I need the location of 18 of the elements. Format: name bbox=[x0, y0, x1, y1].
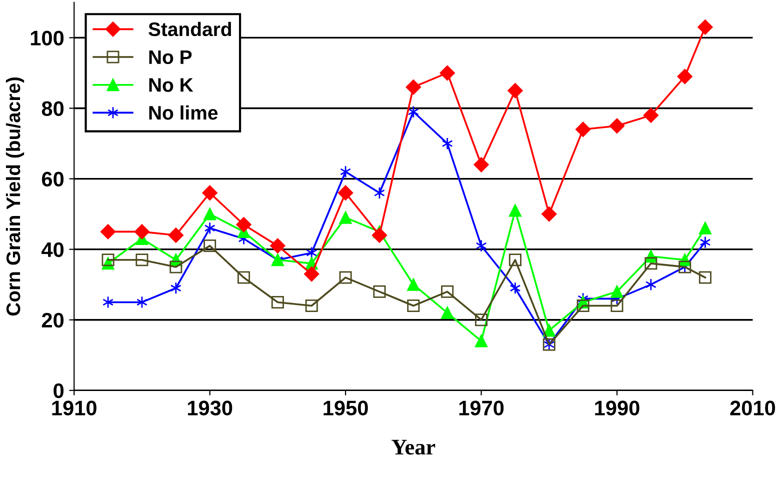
y-tick-label: 100 bbox=[30, 30, 64, 46]
legend-label: No lime bbox=[149, 105, 218, 120]
y-tick-label: 80 bbox=[42, 101, 64, 116]
y-tick-label: 60 bbox=[42, 172, 64, 187]
y-axis-title: Corn Grain Yield (bu/acre) bbox=[6, 77, 24, 316]
legend-label: Standard bbox=[148, 22, 231, 36]
legend-label: No P bbox=[149, 50, 192, 64]
x-tick-label: 1990 bbox=[595, 400, 640, 416]
x-tick-label: 1910 bbox=[52, 400, 96, 416]
x-tick-label: 2010 bbox=[730, 400, 776, 416]
y-tick-label: 20 bbox=[42, 312, 64, 328]
y-tick-label: 40 bbox=[42, 242, 64, 258]
x-tick-label: 1950 bbox=[324, 400, 368, 416]
legend-label: No K bbox=[149, 78, 194, 92]
x-axis-title: Year bbox=[392, 440, 436, 455]
y-tick-label: 0 bbox=[54, 383, 64, 398]
x-tick-label: 1970 bbox=[459, 400, 504, 416]
x-tick-label: 1930 bbox=[188, 400, 232, 416]
